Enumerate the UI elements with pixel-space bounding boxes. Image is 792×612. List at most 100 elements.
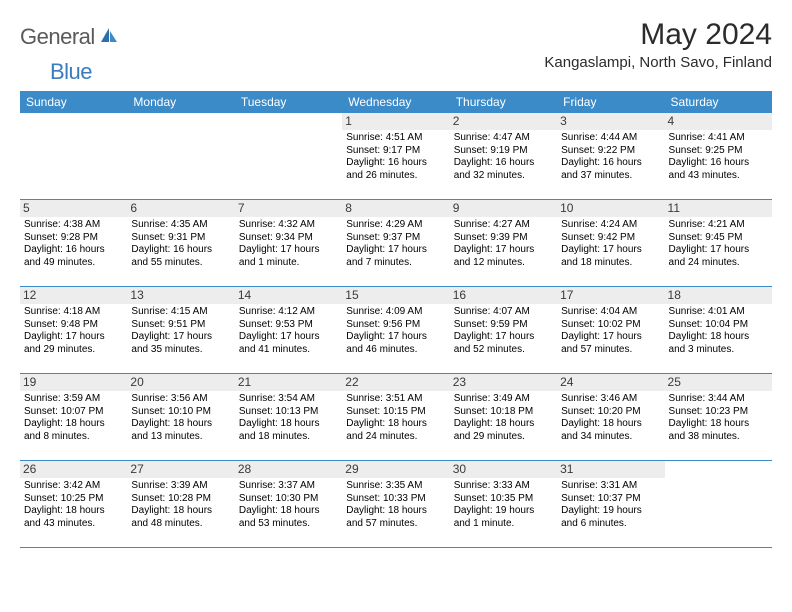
day-cell: 21Sunrise: 3:54 AMSunset: 10:13 PMDaylig… xyxy=(235,374,342,460)
day-number: 12 xyxy=(20,287,127,304)
daylight-text: Daylight: 17 hours and 46 minutes. xyxy=(346,331,445,356)
sunset-text: Sunset: 9:22 PM xyxy=(561,145,660,158)
sunset-text: Sunset: 9:59 PM xyxy=(454,319,553,332)
daylight-text: Daylight: 16 hours and 32 minutes. xyxy=(454,157,553,182)
weekday-header: Thursday xyxy=(450,91,557,113)
sunrise-text: Sunrise: 3:54 AM xyxy=(239,393,338,406)
day-cell: 15Sunrise: 4:09 AMSunset: 9:56 PMDayligh… xyxy=(342,287,449,373)
day-cell: 19Sunrise: 3:59 AMSunset: 10:07 PMDaylig… xyxy=(20,374,127,460)
day-info: Sunrise: 4:01 AMSunset: 10:04 PMDaylight… xyxy=(669,306,768,356)
daylight-text: Daylight: 17 hours and 24 minutes. xyxy=(669,244,768,269)
day-number: 20 xyxy=(127,374,234,391)
day-info: Sunrise: 3:46 AMSunset: 10:20 PMDaylight… xyxy=(561,393,660,443)
day-info: Sunrise: 4:12 AMSunset: 9:53 PMDaylight:… xyxy=(239,306,338,356)
week-row: 5Sunrise: 4:38 AMSunset: 9:28 PMDaylight… xyxy=(20,200,772,287)
day-cell: 25Sunrise: 3:44 AMSunset: 10:23 PMDaylig… xyxy=(665,374,772,460)
sunrise-text: Sunrise: 3:33 AM xyxy=(454,480,553,493)
day-info: Sunrise: 3:44 AMSunset: 10:23 PMDaylight… xyxy=(669,393,768,443)
day-cell: 24Sunrise: 3:46 AMSunset: 10:20 PMDaylig… xyxy=(557,374,664,460)
sunset-text: Sunset: 10:10 PM xyxy=(131,406,230,419)
day-cell: 13Sunrise: 4:15 AMSunset: 9:51 PMDayligh… xyxy=(127,287,234,373)
day-number: 4 xyxy=(665,113,772,130)
day-number: 11 xyxy=(665,200,772,217)
day-number: 1 xyxy=(342,113,449,130)
day-cell: 11Sunrise: 4:21 AMSunset: 9:45 PMDayligh… xyxy=(665,200,772,286)
day-cell: 5Sunrise: 4:38 AMSunset: 9:28 PMDaylight… xyxy=(20,200,127,286)
day-info: Sunrise: 3:42 AMSunset: 10:25 PMDaylight… xyxy=(24,480,123,530)
day-number: 21 xyxy=(235,374,342,391)
sunrise-text: Sunrise: 3:51 AM xyxy=(346,393,445,406)
daylight-text: Daylight: 18 hours and 53 minutes. xyxy=(239,505,338,530)
day-cell: 1Sunrise: 4:51 AMSunset: 9:17 PMDaylight… xyxy=(342,113,449,199)
sunset-text: Sunset: 9:17 PM xyxy=(346,145,445,158)
sail-icon xyxy=(99,26,119,49)
weekday-header: Friday xyxy=(557,91,664,113)
sunset-text: Sunset: 9:45 PM xyxy=(669,232,768,245)
daylight-text: Daylight: 16 hours and 26 minutes. xyxy=(346,157,445,182)
day-cell: 2 Sunrise: 4:47 AMSunset: 9:19 PMDaylight… xyxy=(450,113,557,199)
daylight-text: Daylight: 17 hours and 12 minutes. xyxy=(454,244,553,269)
sunset-text: Sunset: 9:51 PM xyxy=(131,319,230,332)
daylight-text: Daylight: 17 hours and 52 minutes. xyxy=(454,331,553,356)
day-info: Sunrise: 4:41 AMSunset: 9:25 PMDaylight:… xyxy=(669,132,768,182)
sunrise-text: Sunrise: 3:31 AM xyxy=(561,480,660,493)
day-cell: 22Sunrise: 3:51 AMSunset: 10:15 PMDaylig… xyxy=(342,374,449,460)
daylight-text: Daylight: 18 hours and 38 minutes. xyxy=(669,418,768,443)
day-info: Sunrise: 4:07 AMSunset: 9:59 PMDaylight:… xyxy=(454,306,553,356)
day-info: Sunrise: 4:32 AMSunset: 9:34 PMDaylight:… xyxy=(239,219,338,269)
sunrise-text: Sunrise: 4:12 AM xyxy=(239,306,338,319)
day-number: 6 xyxy=(127,200,234,217)
day-cell: 9Sunrise: 4:27 AMSunset: 9:39 PMDaylight… xyxy=(450,200,557,286)
sunset-text: Sunset: 10:20 PM xyxy=(561,406,660,419)
day-info: Sunrise: 4:44 AMSunset: 9:22 PMDaylight:… xyxy=(561,132,660,182)
day-number: 10 xyxy=(557,200,664,217)
brand-name-1: General xyxy=(20,24,95,50)
sunset-text: Sunset: 9:31 PM xyxy=(131,232,230,245)
day-number: 29 xyxy=(342,461,449,478)
day-info: Sunrise: 3:49 AMSunset: 10:18 PMDaylight… xyxy=(454,393,553,443)
day-number: 17 xyxy=(557,287,664,304)
weekday-header-row: Sunday Monday Tuesday Wednesday Thursday… xyxy=(20,91,772,113)
sunset-text: Sunset: 9:42 PM xyxy=(561,232,660,245)
day-number: 9 xyxy=(450,200,557,217)
sunrise-text: Sunrise: 4:41 AM xyxy=(669,132,768,145)
sunset-text: Sunset: 9:19 PM xyxy=(454,145,553,158)
day-number: 19 xyxy=(20,374,127,391)
day-cell: 31Sunrise: 3:31 AMSunset: 10:37 PMDaylig… xyxy=(557,461,664,547)
sunset-text: Sunset: 10:15 PM xyxy=(346,406,445,419)
day-cell xyxy=(665,461,772,547)
calendar: Sunday Monday Tuesday Wednesday Thursday… xyxy=(20,91,772,548)
daylight-text: Daylight: 17 hours and 18 minutes. xyxy=(561,244,660,269)
sunset-text: Sunset: 10:30 PM xyxy=(239,493,338,506)
daylight-text: Daylight: 18 hours and 57 minutes. xyxy=(346,505,445,530)
sunrise-text: Sunrise: 4:04 AM xyxy=(561,306,660,319)
week-row: 19Sunrise: 3:59 AMSunset: 10:07 PMDaylig… xyxy=(20,374,772,461)
sunset-text: Sunset: 9:39 PM xyxy=(454,232,553,245)
sunrise-text: Sunrise: 4:29 AM xyxy=(346,219,445,232)
sunrise-text: Sunrise: 4:01 AM xyxy=(669,306,768,319)
sunrise-text: Sunrise: 4:38 AM xyxy=(24,219,123,232)
day-info: Sunrise: 4:47 AMSunset: 9:19 PMDaylight:… xyxy=(454,132,553,182)
sunset-text: Sunset: 9:34 PM xyxy=(239,232,338,245)
sunset-text: Sunset: 10:23 PM xyxy=(669,406,768,419)
week-row: 26Sunrise: 3:42 AMSunset: 10:25 PMDaylig… xyxy=(20,461,772,548)
sunset-text: Sunset: 9:25 PM xyxy=(669,145,768,158)
month-title: May 2024 xyxy=(544,18,772,52)
day-number: 7 xyxy=(235,200,342,217)
day-number: 28 xyxy=(235,461,342,478)
daylight-text: Daylight: 18 hours and 3 minutes. xyxy=(669,331,768,356)
sunset-text: Sunset: 10:25 PM xyxy=(24,493,123,506)
sunrise-text: Sunrise: 3:59 AM xyxy=(24,393,123,406)
day-info: Sunrise: 3:56 AMSunset: 10:10 PMDaylight… xyxy=(131,393,230,443)
day-info: Sunrise: 4:18 AMSunset: 9:48 PMDaylight:… xyxy=(24,306,123,356)
daylight-text: Daylight: 18 hours and 13 minutes. xyxy=(131,418,230,443)
daylight-text: Daylight: 17 hours and 57 minutes. xyxy=(561,331,660,356)
day-cell: 7 Sunrise: 4:32 AMSunset: 9:34 PMDaylight… xyxy=(235,200,342,286)
sunrise-text: Sunrise: 3:46 AM xyxy=(561,393,660,406)
sunset-text: Sunset: 9:53 PM xyxy=(239,319,338,332)
weekday-header: Wednesday xyxy=(342,91,449,113)
day-number: 2 xyxy=(450,113,557,130)
sunset-text: Sunset: 10:02 PM xyxy=(561,319,660,332)
daylight-text: Daylight: 17 hours and 41 minutes. xyxy=(239,331,338,356)
day-number: 13 xyxy=(127,287,234,304)
